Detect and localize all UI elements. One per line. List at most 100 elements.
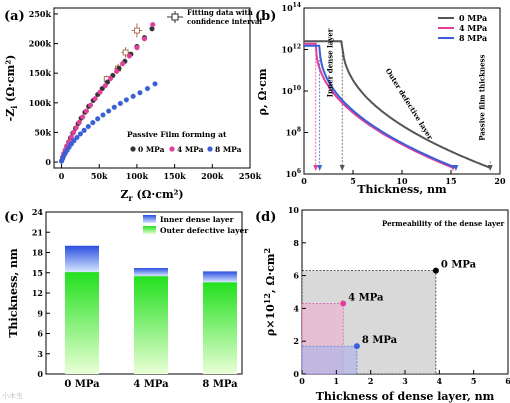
- point-4-mpa: [88, 102, 94, 108]
- panel-a-frame: [53, 7, 251, 169]
- category-label: 4 MPa: [133, 379, 169, 390]
- panel-c-thickness-bars: 0 MPa 4 MPa 8 MPa 0 3 6 9 12 15 18 21 24 Inner den…: [7, 207, 249, 390]
- category-label: 8 MPa: [202, 379, 238, 390]
- panel-a-fit-legend: Fitting data with confidence interval: [167, 8, 262, 26]
- panel-d-ylabel: ρ×1012, Ω·cm2: [262, 248, 277, 336]
- legend-label: Outer defective layer: [160, 226, 249, 235]
- legend-label: 8 MPa: [459, 33, 487, 43]
- legend-swatch: [143, 215, 156, 223]
- y-tick-label: 2: [293, 336, 299, 346]
- y-tick-label: 3: [37, 349, 43, 359]
- point-8-mpa: [100, 112, 106, 118]
- point-4-mpa: [73, 125, 79, 131]
- y-tick-label: 6: [293, 271, 299, 281]
- panel-d-areas: [301, 270, 437, 375]
- y-tick-label: 150k: [29, 68, 52, 78]
- panel-label-b: (b): [255, 9, 276, 24]
- dense-arrow: [317, 165, 323, 171]
- curve-4-mpa: [304, 42, 454, 169]
- point-0-mpa: [432, 267, 439, 274]
- panel-a-nyquist: 0 50k 100k 150k 200k 250k 0 50k 100k 150k 200k 250k…: [4, 7, 262, 203]
- panel-a-ticks: 0 50k 100k 150k 200k 250k 0 50k 100k 150k 200k 250k: [29, 9, 262, 181]
- bar-inner-dense: [134, 268, 168, 277]
- panel-a-xlabel: Zr (Ω·cm²): [120, 188, 183, 203]
- point-4-mpa: [71, 129, 77, 135]
- legend-label: 0 MPa: [459, 13, 487, 23]
- point-4-mpa: [83, 108, 89, 114]
- x-tick-label: 3: [402, 376, 408, 386]
- y-tick-label: 4: [293, 303, 299, 313]
- point-8-mpa: [85, 123, 91, 130]
- panel-a-points: [58, 22, 158, 164]
- point-8-mpa: [353, 343, 360, 350]
- legend-marker: [207, 146, 213, 152]
- y-tick-label: 1010: [282, 85, 302, 96]
- panel-d-permeability: 0 1 2 3 4 5 6 0 2 4 6 8 10 0 MPa 4 MPa 8 MPa Permeabil…: [262, 205, 510, 403]
- legend-label: 0 MPa: [138, 145, 165, 154]
- area-8-mpa: [301, 345, 358, 375]
- y-tick-label: 0: [45, 157, 51, 167]
- curve-0-mpa: [304, 40, 491, 169]
- panel-d-ticks: 0 1 2 3 4 5 6 0 2 4 6 8 10: [288, 205, 510, 386]
- fit-point: [134, 27, 140, 34]
- legend-label: 4 MPa: [459, 23, 487, 33]
- category-label: 0 MPa: [64, 379, 100, 390]
- dense-arrow: [339, 165, 345, 171]
- point-4-mpa: [102, 83, 108, 89]
- y-tick-label: 6: [37, 329, 43, 339]
- point-4-mpa: [150, 22, 156, 28]
- curve-8-mpa: [304, 44, 457, 169]
- point-4-mpa: [134, 45, 140, 51]
- y-tick-label: 12: [32, 288, 43, 298]
- panel-c-ylabel: Thickness, nm: [7, 248, 20, 338]
- point-4-mpa: [80, 114, 86, 120]
- point-8-mpa: [152, 81, 158, 87]
- x-tick-label: 20: [494, 176, 506, 186]
- point-0-mpa: [149, 26, 155, 32]
- panel-c-ticks: 0 3 6 9 12 15 18 21 24: [32, 207, 50, 379]
- x-tick-label: 5: [471, 376, 477, 386]
- point-4-mpa: [114, 68, 120, 74]
- point-4-mpa: [76, 119, 82, 125]
- watermark: 小木虫: [2, 392, 23, 400]
- point-8-mpa: [90, 120, 96, 126]
- point-4-mpa: [92, 96, 98, 102]
- bar-outer-defective: [134, 276, 168, 374]
- bar-outer-defective: [203, 282, 237, 374]
- point-8-mpa: [144, 86, 151, 92]
- point-8-mpa: [74, 134, 80, 141]
- x-tick-label: 15: [445, 176, 456, 186]
- x-tick-label: 2: [368, 376, 374, 386]
- point-8-mpa: [130, 93, 136, 99]
- x-tick-label: 150k: [163, 171, 186, 181]
- legend-marker: [169, 146, 175, 152]
- point-8-mpa: [106, 108, 112, 114]
- y-tick-label: 10: [288, 205, 300, 215]
- point-8-mpa: [71, 138, 77, 144]
- annotation-passive-thickness: Passive film thickness: [477, 55, 486, 141]
- panel-c-bars: 0 MPa 4 MPa 8 MPa: [64, 245, 238, 390]
- x-tick-label: 6: [505, 376, 510, 386]
- point-4-mpa: [120, 61, 126, 67]
- y-tick-label: 15: [32, 268, 43, 278]
- legend-label: 8 MPa: [215, 145, 242, 154]
- point-8-mpa: [117, 100, 123, 106]
- panel-d-title: Permeability of the dense layer: [382, 219, 505, 228]
- panel-c-legend: Inner dense layer Outer defective layer: [143, 215, 249, 235]
- panel-d-xlabel: Thickness of dense layer, nm: [316, 390, 495, 403]
- legend-swatch: [143, 226, 156, 234]
- x-tick-label: 0: [59, 171, 65, 181]
- panel-d-points: 0 MPa 4 MPa 8 MPa: [340, 260, 477, 350]
- thickness-arrow: [487, 165, 493, 171]
- y-tick-label: 8: [293, 238, 299, 248]
- panel-b-ticks: 0 5 10 15 20 106 108 1010 1012 1014: [282, 2, 506, 186]
- y-tick-label: 108: [286, 127, 301, 138]
- point-4-mpa: [68, 134, 74, 140]
- x-tick-label: 50k: [91, 171, 108, 181]
- y-tick-label: 1014: [282, 2, 302, 13]
- y-tick-label: 50k: [34, 127, 51, 137]
- point-4-mpa: [97, 89, 103, 95]
- bar-inner-dense: [65, 245, 99, 273]
